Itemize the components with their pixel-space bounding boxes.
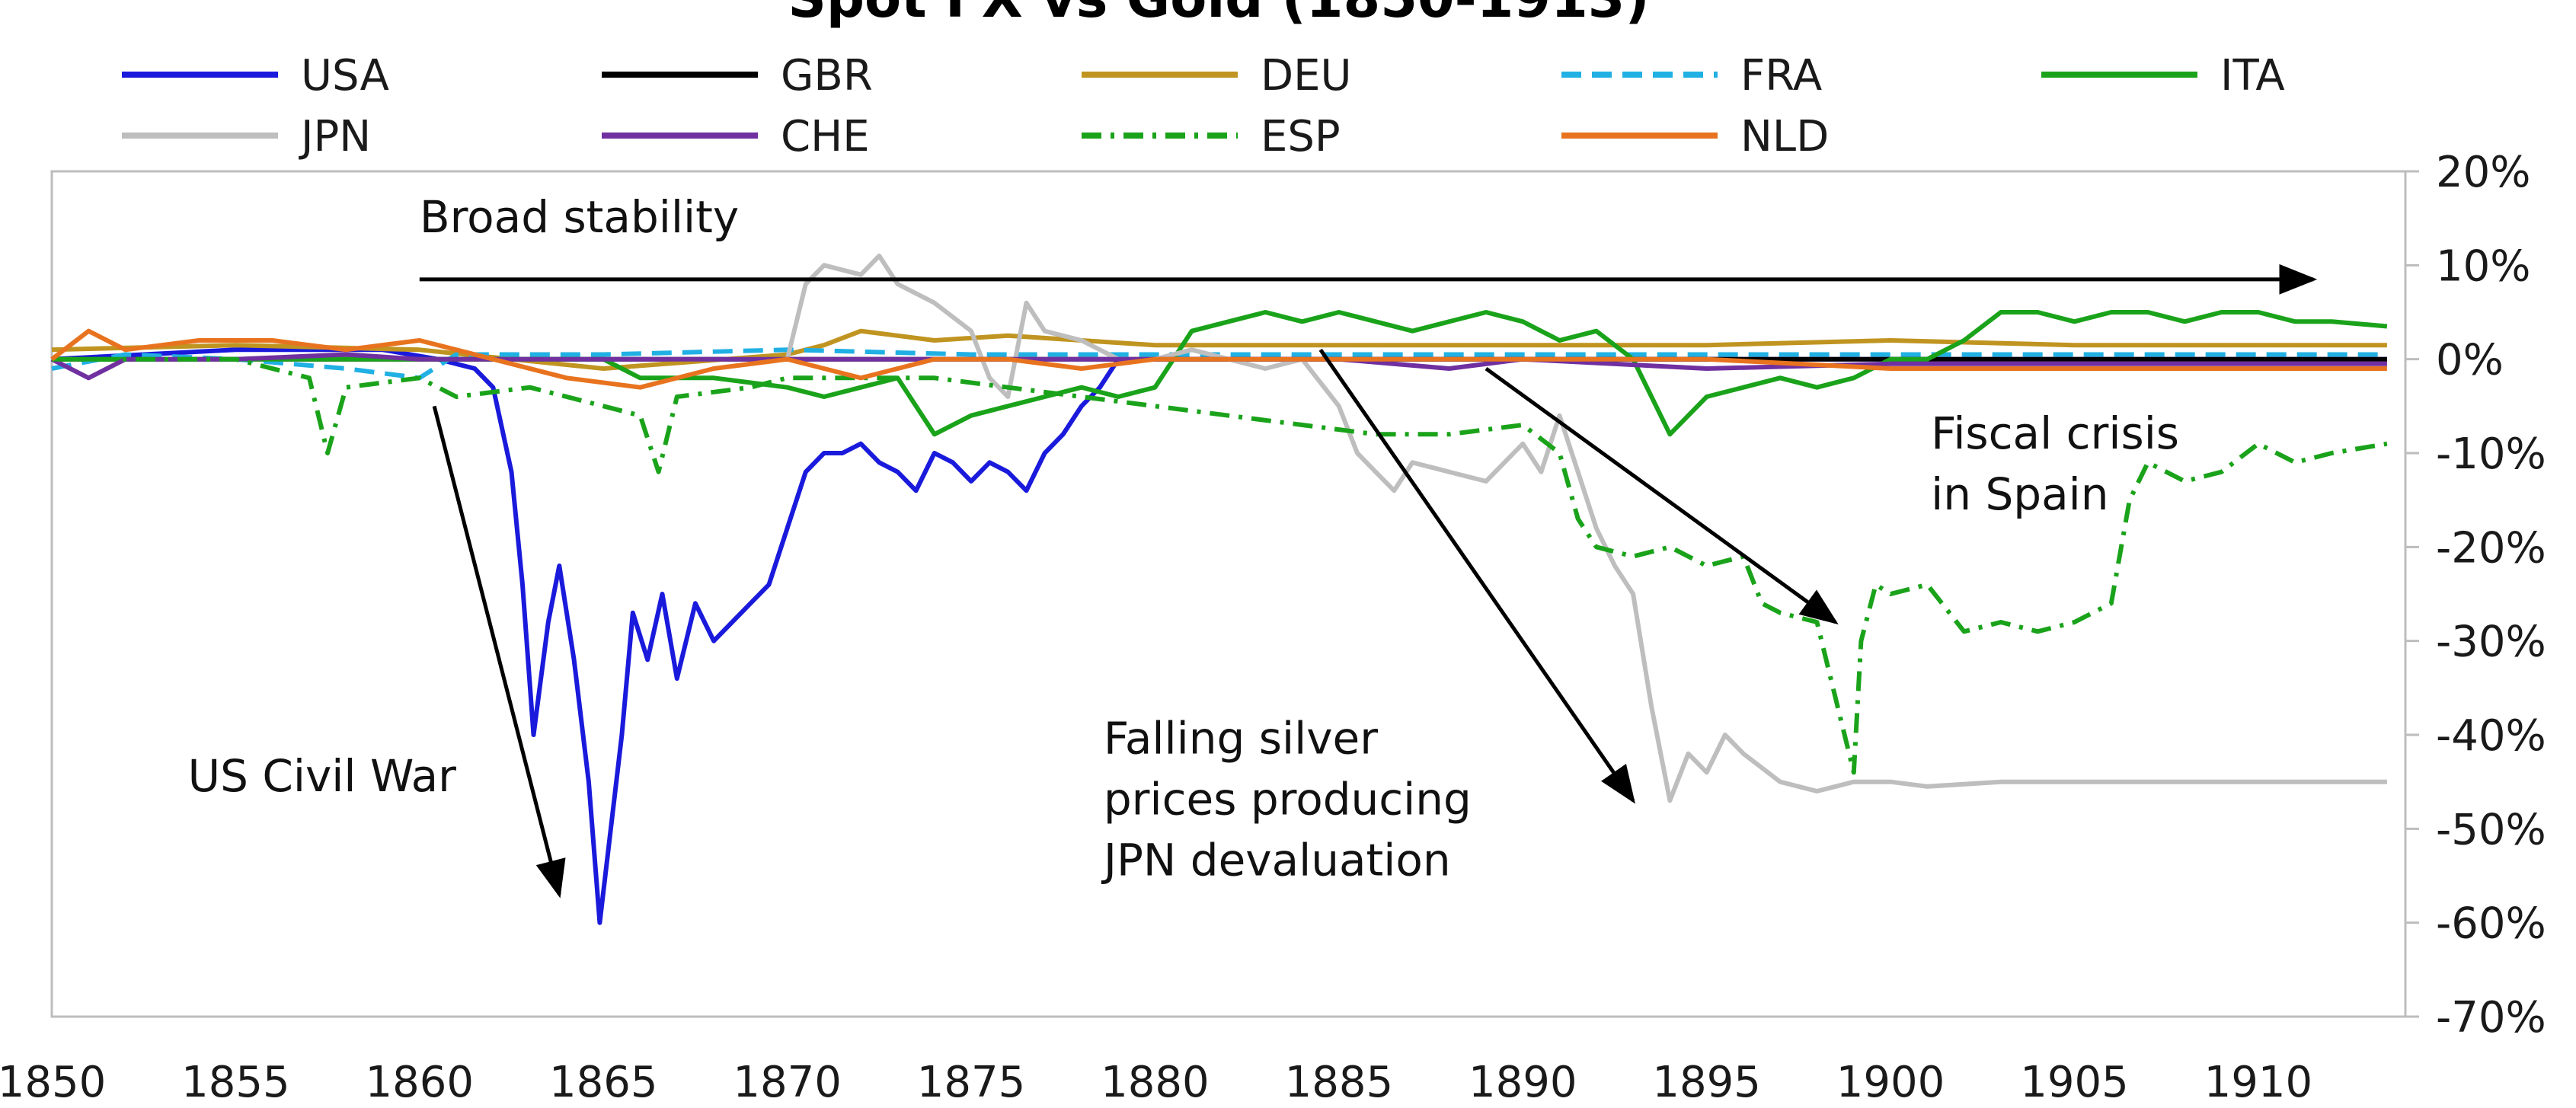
annotation-text: JPN devaluation [1101,835,1451,886]
chart-title: Spot FX vs Gold (1850-1913) [788,0,1650,30]
x-tick-label: 1910 [2204,1058,2313,1107]
y-tick-label: 0% [2436,336,2504,385]
series-line-fra [51,347,2387,381]
series-line-ita [52,310,2388,437]
x-tick-label: 1895 [1652,1058,1761,1107]
x-tick-label: 1855 [181,1058,290,1107]
x-tick-label: 1905 [2020,1058,2129,1107]
legend-label-ita: ITA [2220,51,2285,101]
annotation-arrow [432,405,566,899]
series-line-nld [50,328,2387,390]
x-tick-label: 1900 [1836,1058,1945,1107]
x-tick-label: 1880 [1101,1058,1210,1107]
y-tick-label: -60% [2436,899,2546,949]
plot-frame [50,170,2407,1018]
series-line-jpn [785,254,2387,803]
legend-label-gbr: GBR [781,51,873,101]
legend-label-che: CHE [781,112,870,161]
annotation-layer: Broad stability US Civil War Falling silve… [188,191,2179,886]
annotation-arrow [1318,348,1635,804]
annotation-text: Fiscal crisis [1931,407,2179,459]
series-line-che [50,352,2387,381]
y-tick-label: -70% [2436,993,2546,1043]
x-axis: 1850 1855 1860 1865 1870 1875 1880 1885 1890 1895… [0,1058,2312,1107]
x-tick-label: 1870 [733,1058,842,1107]
legend-label-nld: NLD [1740,112,1829,161]
annotation-text: US Civil War [188,750,456,802]
legend: USA GBR DEU FRA ITA JPN CHE ESP NLD [122,51,2285,161]
y-tick-label: -30% [2436,618,2546,667]
series-line-esp [52,356,2388,775]
legend-label-esp: ESP [1261,112,1341,161]
arrow-layer [419,263,2318,899]
y-tick-label: -20% [2436,523,2546,573]
series-layer [50,254,2388,925]
y-tick-label: -50% [2436,805,2546,854]
x-tick-label: 1860 [366,1058,475,1107]
annotation-text: Falling silver [1104,713,1378,765]
y-axis: 20% 10% 0% -10% -20% -30% -40% -50% -60% -70% [2405,148,2546,1043]
annotation-text: in Spain [1931,468,2108,520]
annotation-text: Broad stability [420,191,739,243]
y-tick-label: 20% [2436,148,2530,197]
series-line-deu [51,328,2387,371]
y-tick-label: -10% [2436,429,2546,479]
annotation-arrow [1485,366,1839,624]
legend-label-deu: DEU [1261,51,1352,101]
y-tick-label: -40% [2436,711,2546,761]
legend-label-usa: USA [301,51,389,101]
legend-label-jpn: JPN [299,112,371,161]
annotation-text: prices producing [1104,774,1472,825]
x-tick-label: 1875 [917,1058,1026,1107]
x-tick-label: 1865 [549,1058,658,1107]
x-tick-label: 1885 [1285,1058,1394,1107]
y-tick-label: 10% [2436,241,2530,291]
legend-label-fra: FRA [1740,51,1822,101]
series-line-usa [51,347,2387,925]
x-tick-label: 1890 [1469,1058,1577,1107]
x-tick-label: 1850 [0,1058,106,1107]
